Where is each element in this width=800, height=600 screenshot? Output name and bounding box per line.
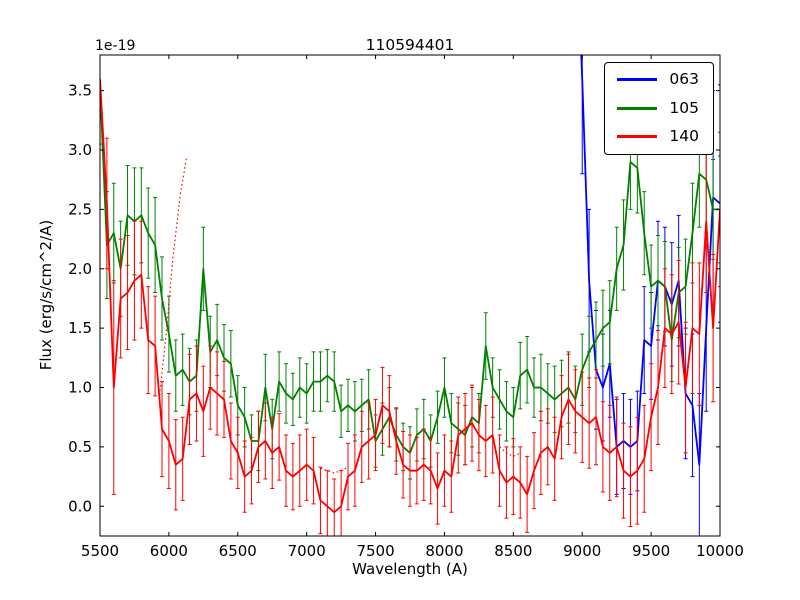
legend-label: 105 [669,98,699,117]
svg-text:7500: 7500 [356,542,394,560]
svg-text:2.0: 2.0 [68,260,92,278]
svg-text:8500: 8500 [494,542,532,560]
legend-line-sample-red [617,135,658,139]
svg-text:10000: 10000 [696,542,744,560]
svg-text:1.0: 1.0 [68,379,92,397]
svg-text:6500: 6500 [219,542,257,560]
series-140 [100,55,720,536]
legend-item-140: 140 [617,127,699,145]
svg-text:2.5: 2.5 [68,200,92,218]
svg-text:8000: 8000 [425,542,463,560]
legend-line-sample-blue [617,78,658,82]
svg-text:9500: 9500 [632,542,670,560]
svg-text:9000: 9000 [563,542,601,560]
svg-text:6000: 6000 [150,542,188,560]
y-axis-label: Flux (erg/s/cm^2/A) [37,219,55,371]
legend: 063 105 140 [604,62,714,155]
svg-text:1.5: 1.5 [68,319,92,337]
x-axis-label: Wavelength (A) [352,560,468,578]
legend-item-063: 063 [617,70,699,88]
y-axis-offset-text: 1e-19 [95,38,136,54]
legend-item-105: 105 [617,98,699,117]
plot-title: 110594401 [365,36,455,54]
legend-label: 140 [669,127,699,145]
svg-text:3.0: 3.0 [68,141,92,159]
legend-line-sample-green [617,106,658,110]
svg-text:3.5: 3.5 [68,82,92,100]
svg-text:0.5: 0.5 [68,438,92,456]
svg-text:0.0: 0.0 [68,497,92,515]
legend-label: 063 [669,70,699,88]
svg-text:5500: 5500 [81,542,119,560]
svg-text:7000: 7000 [288,542,326,560]
